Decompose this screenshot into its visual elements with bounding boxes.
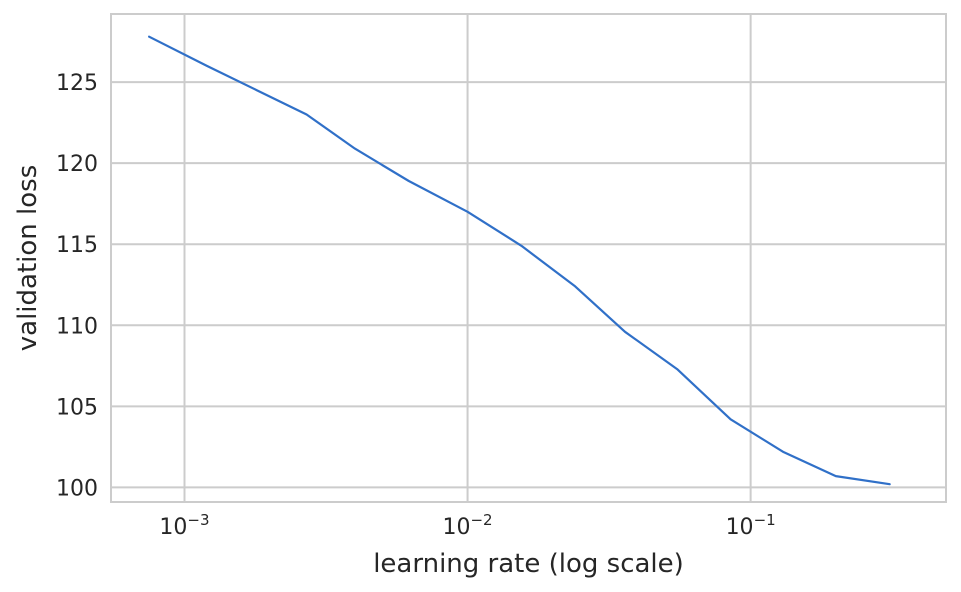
x-axis-title: learning rate (log scale)	[373, 549, 684, 579]
x-tick-label: 10−3	[159, 511, 209, 540]
plot-area-border	[110, 13, 947, 503]
y-tick-label: 110	[56, 314, 98, 339]
y-tick-label: 120	[56, 152, 98, 177]
y-tick-label: 105	[56, 395, 98, 420]
series-layer	[148, 35, 891, 486]
x-tick-label: 10−1	[726, 511, 776, 540]
tick-labels: 10−3 10−2 10−1 100 105 110 115 120 125	[56, 71, 776, 540]
series-line	[148, 35, 891, 486]
y-tick-label: 115	[56, 233, 98, 258]
y-axis-title: validation loss	[13, 165, 43, 352]
grid-lines	[111, 14, 946, 502]
y-tick-label: 100	[56, 476, 98, 501]
y-tick-label: 125	[56, 71, 98, 96]
x-tick-label: 10−2	[442, 511, 492, 540]
